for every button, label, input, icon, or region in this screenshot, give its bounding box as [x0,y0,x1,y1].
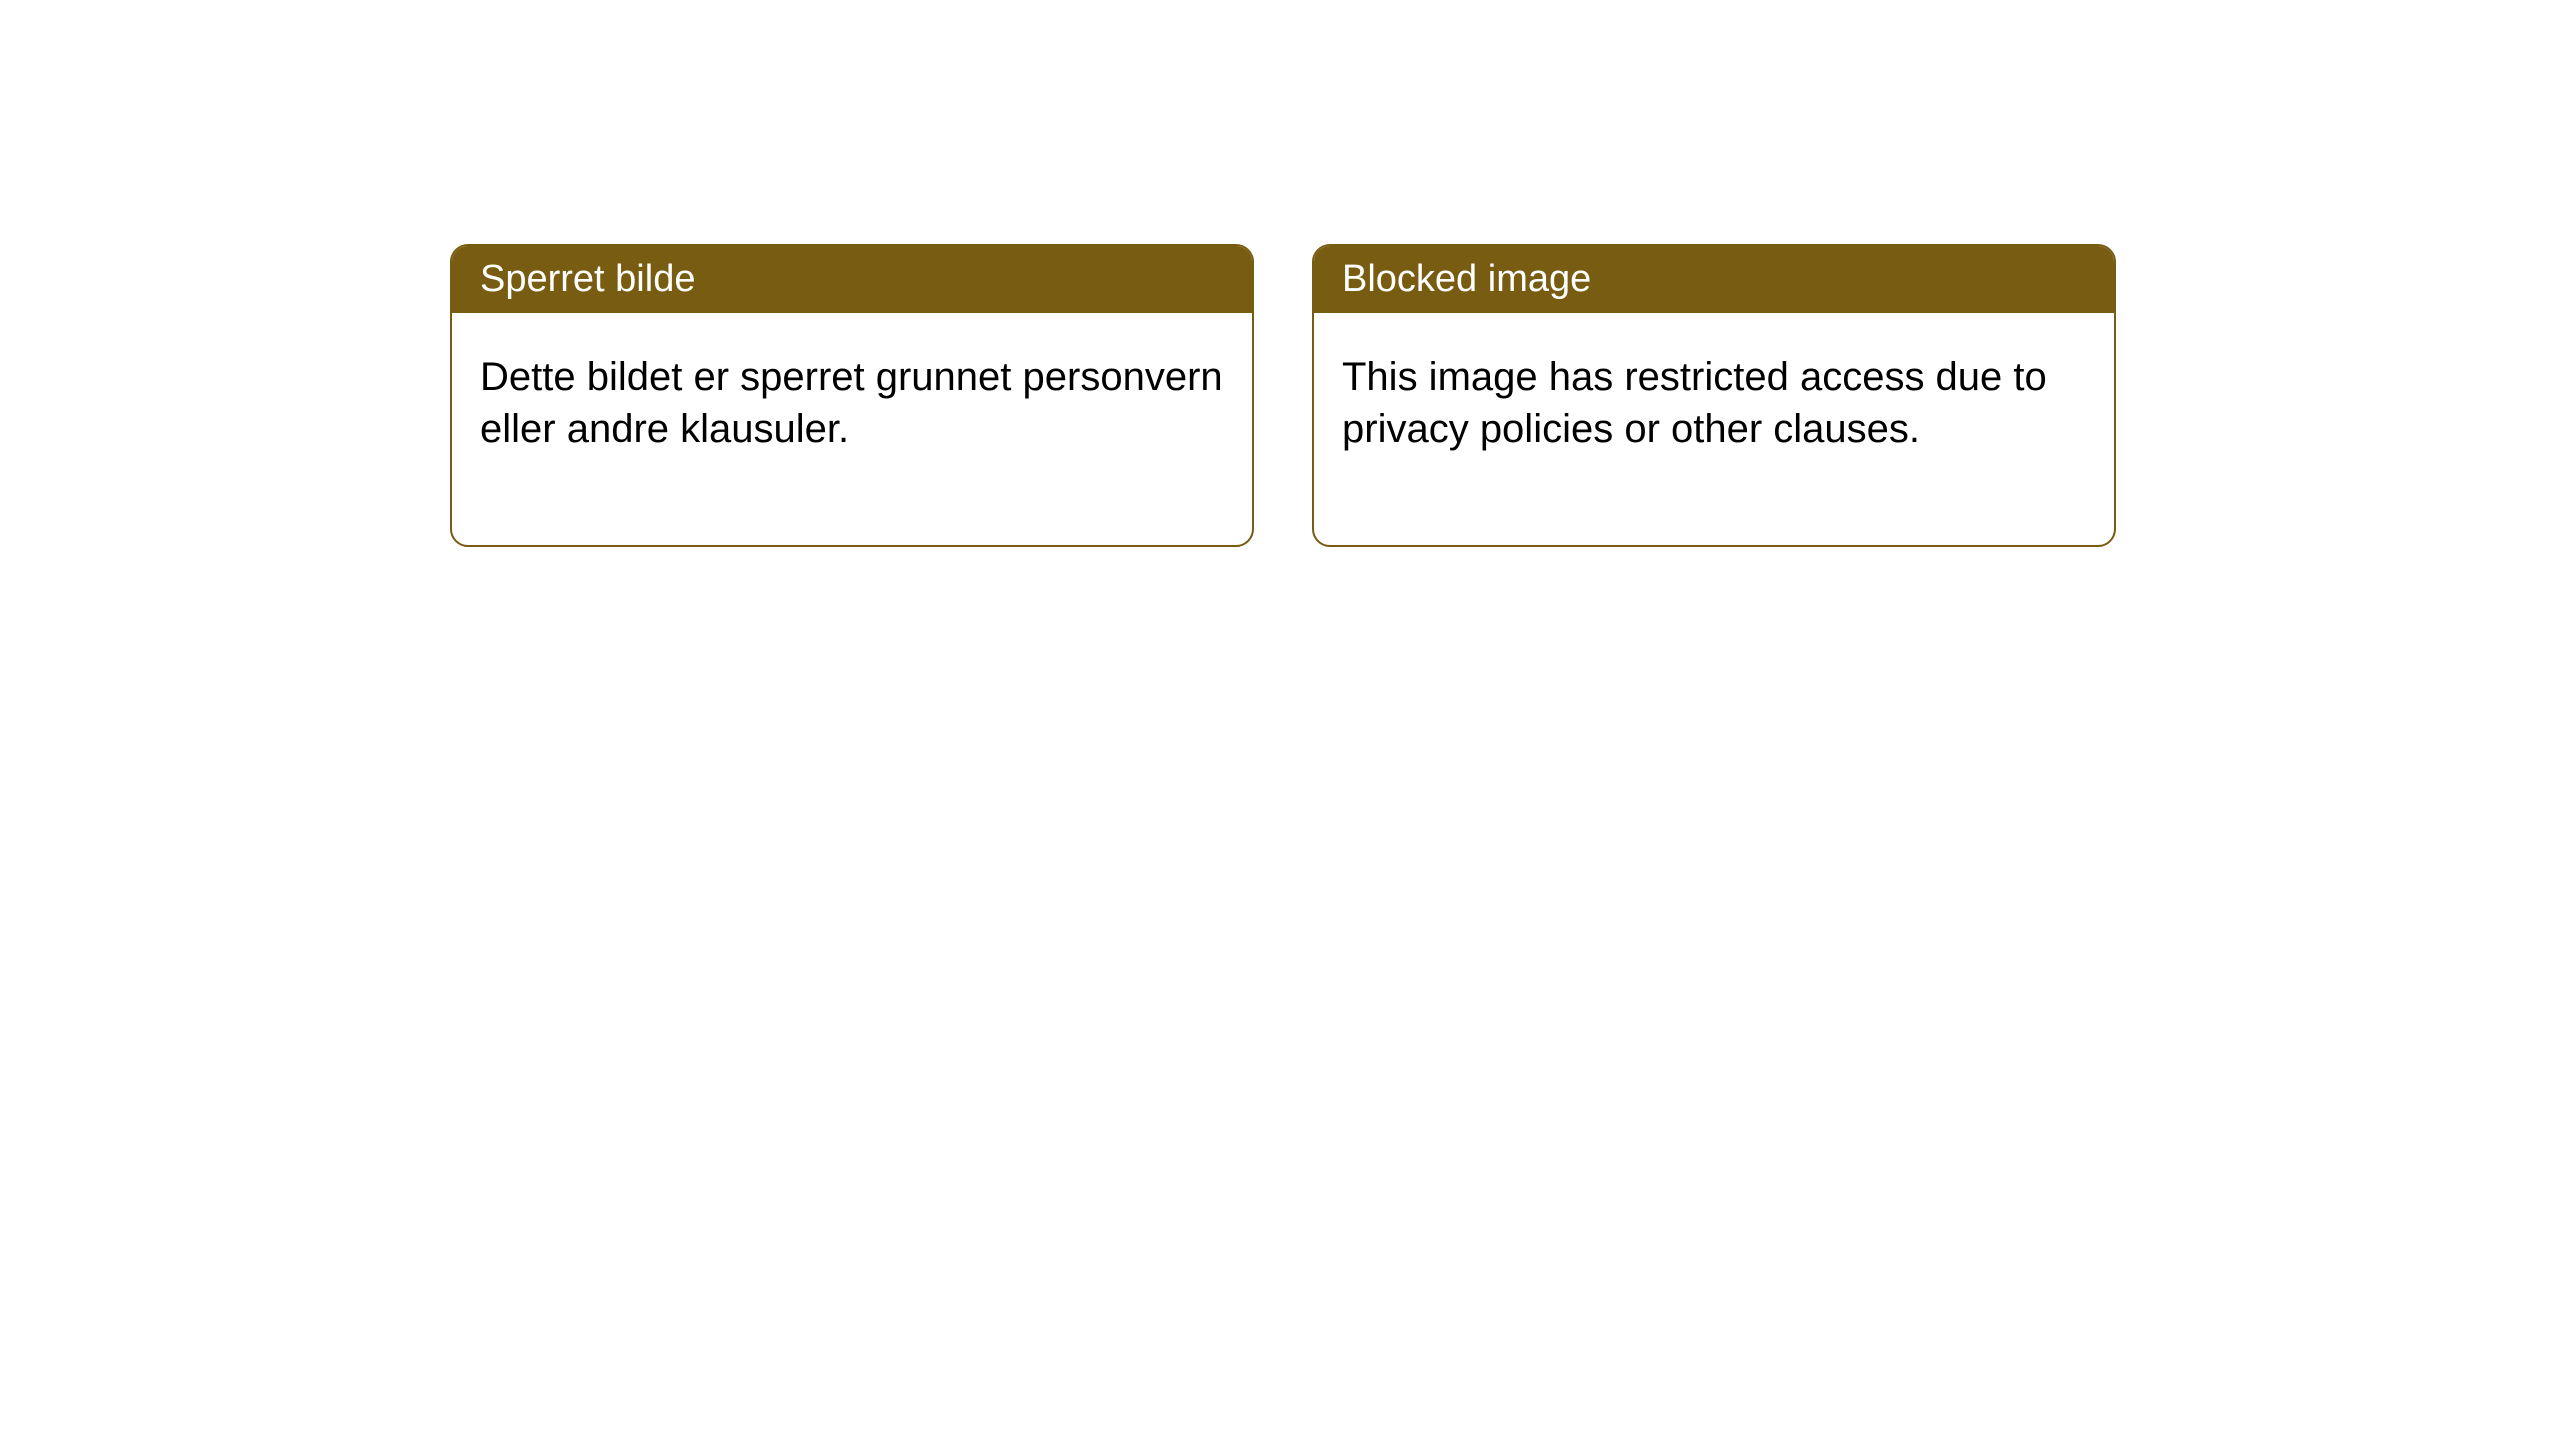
card-header-english: Blocked image [1314,246,2114,313]
card-body-english: This image has restricted access due to … [1314,313,2114,545]
card-title: Sperret bilde [480,258,695,300]
card-header-norwegian: Sperret bilde [452,246,1252,313]
card-norwegian: Sperret bilde Dette bildet er sperret gr… [450,244,1254,547]
card-text: Dette bildet er sperret grunnet personve… [480,355,1223,451]
card-text: This image has restricted access due to … [1342,355,2047,451]
cards-container: Sperret bilde Dette bildet er sperret gr… [0,0,2560,547]
card-title: Blocked image [1342,258,1591,300]
card-body-norwegian: Dette bildet er sperret grunnet personve… [452,313,1252,545]
card-english: Blocked image This image has restricted … [1312,244,2116,547]
